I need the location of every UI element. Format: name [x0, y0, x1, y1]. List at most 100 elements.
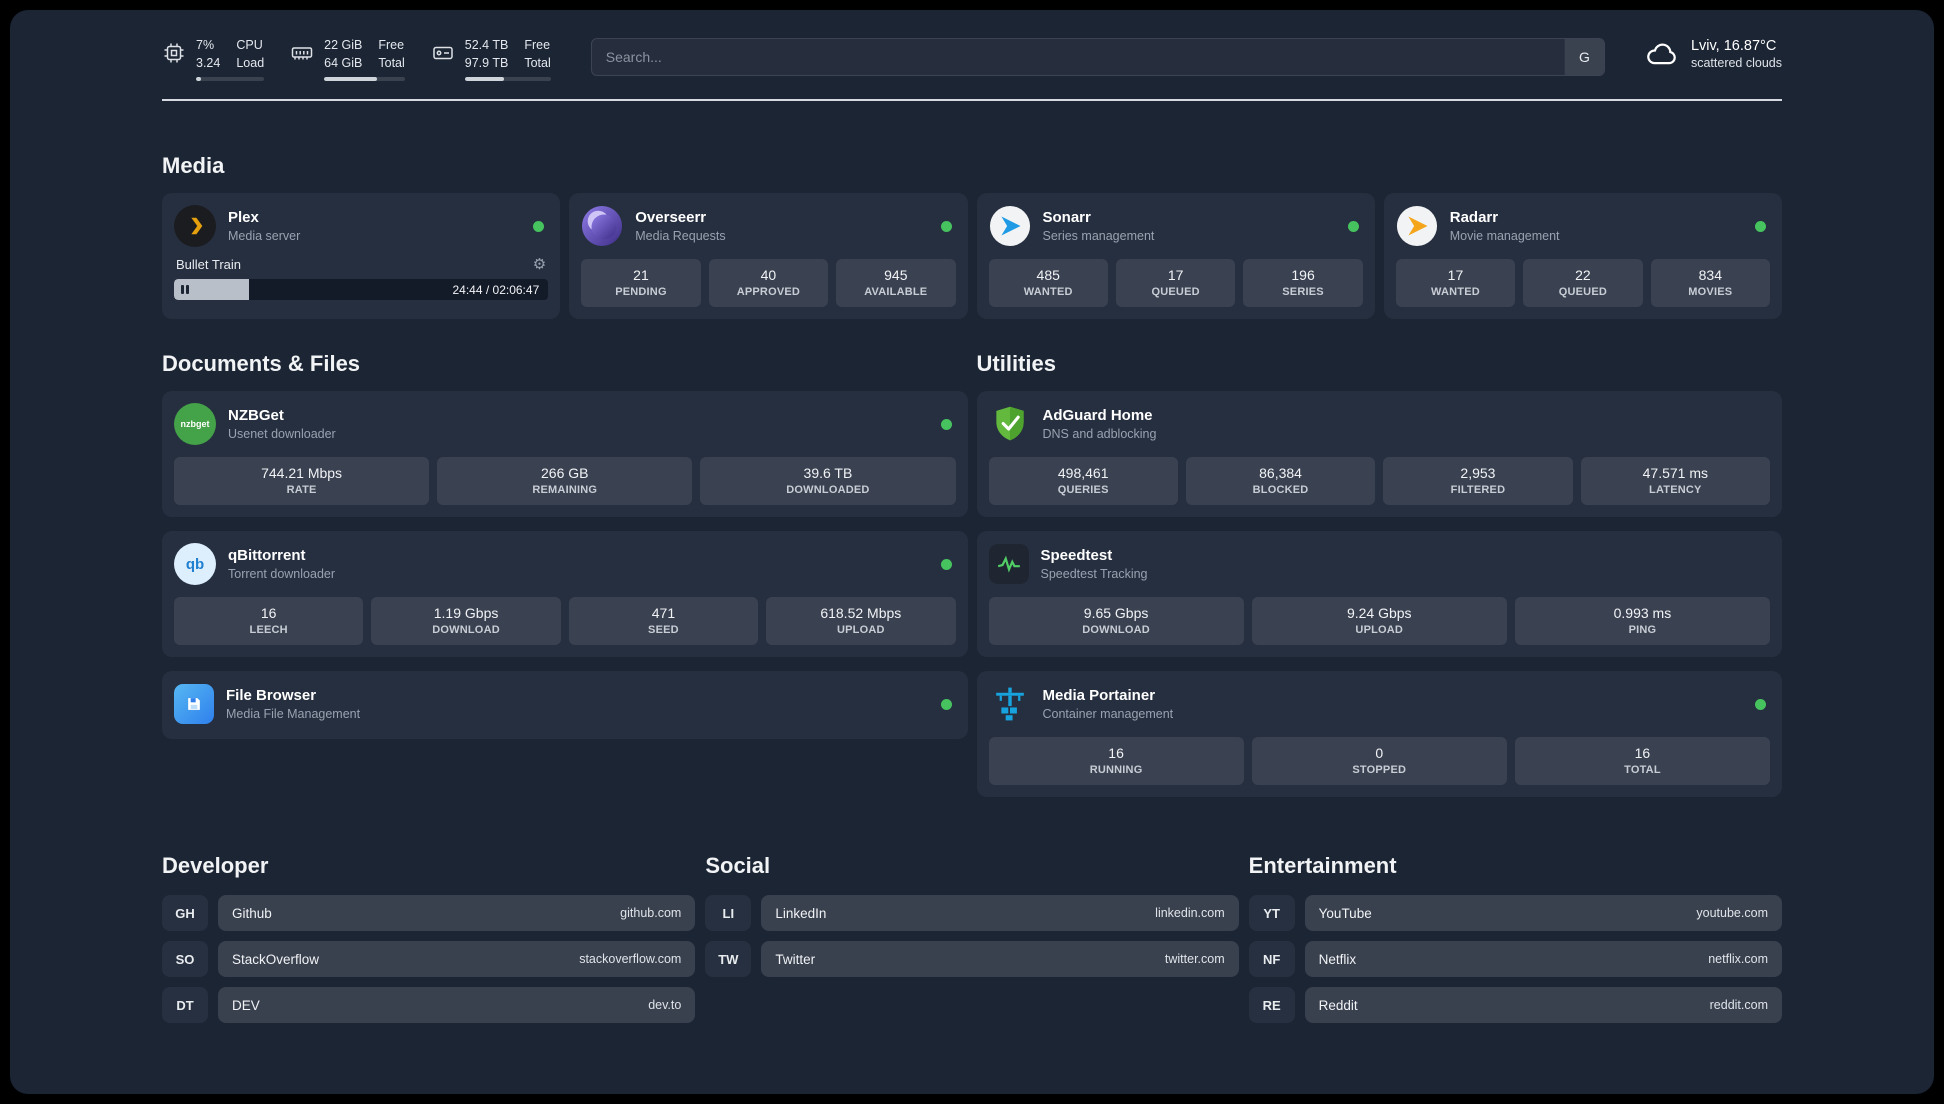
section-title-social: Social: [705, 853, 771, 879]
bookmark-link-reddit[interactable]: Reddit reddit.com: [1304, 987, 1782, 1024]
app-subtitle: Usenet downloader: [228, 427, 336, 442]
app-name: Speedtest: [1040, 547, 1113, 565]
app-card-plex[interactable]: Plex Media server Bullet Train ⚙ 24:44: [162, 193, 561, 320]
app-card-adguard[interactable]: AdGuard Home DNS and adblocking 498,461 …: [976, 391, 1782, 518]
cpu-load-value: 3.24: [196, 55, 221, 70]
status-dot: [940, 698, 952, 710]
playback-time: 24:44 / 02:06:47: [452, 282, 540, 297]
app-subtitle: DNS and adblocking: [1042, 427, 1157, 442]
app-subtitle: Media File Management: [226, 707, 361, 722]
stat-queries: 498,461 QUERIES: [988, 457, 1178, 506]
weather-widget[interactable]: Lviv, 16.87°C scattered clouds: [1645, 38, 1782, 70]
stat-latency: 47.571 ms LATENCY: [1580, 457, 1770, 506]
stat-rate: 744.21 Mbps RATE: [174, 457, 430, 506]
app-subtitle: Movie management: [1449, 229, 1560, 244]
cpu-load-label: Load: [236, 55, 265, 70]
app-subtitle: Speedtest Tracking: [1040, 567, 1148, 582]
github-abbr-icon: GH: [162, 895, 208, 932]
bookmark-link-youtube[interactable]: YouTube youtube.com: [1304, 895, 1782, 932]
status-dot: [1755, 220, 1766, 232]
app-card-overseerr[interactable]: Overseerr Media Requests 21 PENDING 40 A…: [569, 193, 968, 320]
cpu-icon: [164, 43, 184, 63]
bookmark-github: GH Github github.com: [162, 895, 696, 932]
section-title-documents: Documents & Files: [162, 351, 361, 377]
radarr-icon: [1396, 205, 1438, 247]
bookmark-link-netflix[interactable]: Netflix netflix.com: [1304, 941, 1782, 978]
app-subtitle: Media server: [228, 229, 301, 244]
stat-leech: 16 LEECH: [174, 597, 364, 646]
search-input[interactable]: [591, 39, 1564, 75]
status-dot: [940, 558, 952, 570]
disk-progress-bar: [464, 77, 551, 82]
status-dot: [1755, 698, 1766, 710]
settings-gear-icon[interactable]: ⚙: [532, 256, 547, 274]
app-subtitle: Container management: [1042, 707, 1174, 722]
bookmark-linkedin: LI LinkedIn linkedin.com: [705, 895, 1239, 932]
stat-stopped: 0 STOPPED: [1251, 737, 1507, 786]
ram-total-value: 64 GiB: [324, 55, 363, 70]
weather-location: Lviv, 16.87°C: [1690, 38, 1777, 54]
portainer-icon: [989, 683, 1031, 725]
stat-queued: 22 QUEUED: [1523, 259, 1643, 308]
ram-icon: [291, 47, 313, 60]
stat-download: 1.19 Gbps DOWNLOAD: [371, 597, 561, 646]
section-media: Media Plex Media server Bullet Train: [162, 153, 1782, 320]
search-engine-button[interactable]: G: [1563, 39, 1604, 75]
status-dot: [940, 220, 952, 232]
adguard-icon: [989, 403, 1031, 445]
ram-free-label: Free: [378, 38, 405, 52]
now-playing-title: Bullet Train: [176, 257, 242, 273]
stat-download: 9.65 Gbps DOWNLOAD: [988, 597, 1244, 646]
bookmark-link-github[interactable]: Github github.com: [218, 895, 696, 932]
app-card-nzbget[interactable]: nzbget NZBGet Usenet downloader 744.21 M…: [162, 391, 968, 518]
ram-progress-bar: [324, 77, 405, 82]
youtube-abbr-icon: YT: [1248, 895, 1295, 932]
app-name: Radarr: [1449, 209, 1499, 227]
app-subtitle: Media Requests: [635, 229, 726, 244]
bookmark-stackoverflow: SO StackOverflow stackoverflow.com: [162, 941, 696, 978]
plex-icon: [174, 205, 216, 248]
bookmark-dev: DT DEV dev.to: [162, 987, 696, 1024]
app-name: Sonarr: [1042, 209, 1091, 227]
disk-free-label: Free: [524, 38, 551, 52]
bookmark-link-dev[interactable]: DEV dev.to: [218, 987, 696, 1024]
app-card-radarr[interactable]: Radarr Movie management 17 WANTED 22 QUE…: [1383, 193, 1782, 320]
bookmark-link-stackoverflow[interactable]: StackOverflow stackoverflow.com: [218, 941, 696, 978]
app-name: AdGuard Home: [1042, 407, 1153, 425]
app-name: File Browser: [226, 687, 317, 705]
bookmark-link-linkedin[interactable]: LinkedIn linkedin.com: [761, 895, 1239, 932]
pause-icon[interactable]: [181, 285, 184, 295]
app-subtitle: Series management: [1042, 229, 1155, 244]
app-name: Plex: [228, 209, 259, 227]
ram-total-label: Total: [378, 55, 405, 70]
app-card-qbittorrent[interactable]: qb qBittorrent Torrent downloader 16 LEE…: [162, 531, 968, 658]
stat-blocked: 86,384 BLOCKED: [1185, 457, 1376, 506]
section-title-media: Media: [162, 153, 225, 179]
search-bar: G: [590, 38, 1605, 76]
weather-condition: scattered clouds: [1690, 56, 1782, 70]
disk-widget: 52.4 TB 97.9 TB Free Total: [431, 38, 551, 82]
stat-seed: 471 SEED: [568, 597, 759, 646]
app-card-sonarr[interactable]: Sonarr Series management 485 WANTED 17 Q…: [976, 193, 1375, 320]
app-card-filebrowser[interactable]: File Browser Media File Management: [162, 671, 968, 740]
stat-ping: 0.993 ms PING: [1514, 597, 1771, 646]
section-documents: Documents & Files nzbget NZBGet Usenet d…: [162, 351, 968, 740]
stat-running: 16 RUNNING: [988, 737, 1244, 786]
seek-bar[interactable]: 24:44 / 02:06:47: [174, 279, 549, 301]
dev-abbr-icon: DT: [162, 987, 208, 1024]
section-title-utilities: Utilities: [976, 351, 1056, 377]
bookmark-twitter: TW Twitter twitter.com: [705, 941, 1239, 978]
cpu-widget: 7% 3.24 CPU Load: [162, 38, 265, 82]
bookmark-link-twitter[interactable]: Twitter twitter.com: [761, 941, 1239, 978]
section-utilities: Utilities AdGuard Home DNS and adblockin…: [976, 351, 1782, 798]
nzbget-icon: nzbget: [174, 403, 216, 446]
stat-series: 196 SERIES: [1243, 259, 1363, 308]
status-dot: [1347, 220, 1359, 232]
stat-queued: 17 QUEUED: [1115, 259, 1236, 308]
app-card-speedtest[interactable]: Speedtest Speedtest Tracking 9.65 Gbps D…: [976, 531, 1782, 658]
stat-pending: 21 PENDING: [581, 259, 701, 308]
bookmark-youtube: YT YouTube youtube.com: [1248, 895, 1782, 932]
topbar-divider: [162, 99, 1782, 102]
app-card-portainer[interactable]: Media Portainer Container management 16 …: [976, 671, 1782, 798]
app-subtitle: Torrent downloader: [228, 567, 336, 582]
